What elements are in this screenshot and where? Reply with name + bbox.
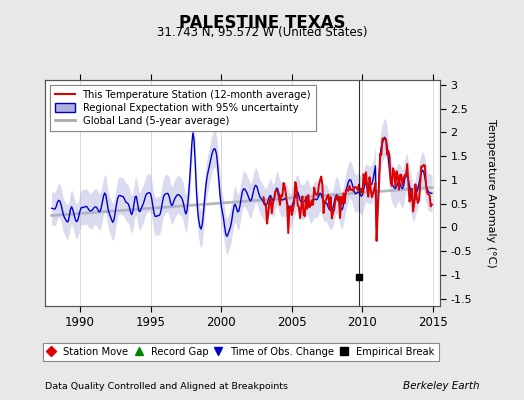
Y-axis label: Temperature Anomaly (°C): Temperature Anomaly (°C) [486, 119, 496, 267]
Text: Berkeley Earth: Berkeley Earth [403, 381, 479, 391]
Legend: Station Move, Record Gap, Time of Obs. Change, Empirical Break: Station Move, Record Gap, Time of Obs. C… [43, 343, 439, 361]
Legend: This Temperature Station (12-month average), Regional Expectation with 95% uncer: This Temperature Station (12-month avera… [50, 85, 316, 131]
Text: Data Quality Controlled and Aligned at Breakpoints: Data Quality Controlled and Aligned at B… [45, 382, 288, 391]
Text: 31.743 N, 95.572 W (United States): 31.743 N, 95.572 W (United States) [157, 26, 367, 39]
Text: PALESTINE TEXAS: PALESTINE TEXAS [179, 14, 345, 32]
